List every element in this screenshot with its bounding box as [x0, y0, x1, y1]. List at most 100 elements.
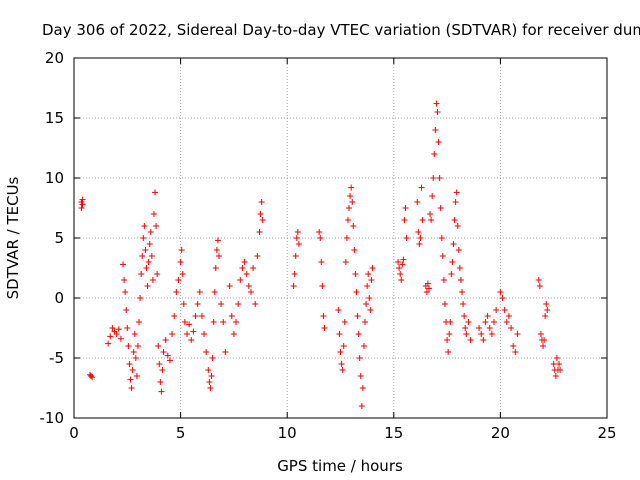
data-point: [346, 205, 353, 211]
data-point: [467, 337, 474, 343]
data-point: [79, 201, 86, 208]
data-point: [396, 265, 403, 271]
data-point: [154, 271, 161, 277]
data-point: [169, 331, 176, 337]
data-point: [181, 319, 188, 325]
y-tick-label: 10: [45, 169, 64, 187]
data-point: [540, 343, 547, 349]
data-point: [537, 331, 544, 337]
data-point: [293, 235, 300, 241]
data-point: [395, 259, 402, 265]
y-tick-label: -10: [40, 409, 65, 427]
data-point: [366, 295, 373, 301]
data-point: [501, 307, 508, 313]
data-point: [211, 289, 218, 295]
data-point: [367, 307, 374, 313]
data-point: [228, 313, 235, 319]
data-point: [451, 217, 458, 223]
data-point: [354, 313, 361, 319]
data-point: [180, 301, 187, 307]
x-tick-label: 10: [278, 424, 297, 442]
data-point: [543, 301, 550, 307]
data-point: [541, 337, 548, 343]
data-point: [482, 319, 489, 325]
data-point: [257, 211, 264, 217]
data-point: [146, 241, 153, 247]
data-point: [349, 199, 356, 205]
data-point: [158, 388, 165, 395]
data-point: [239, 265, 246, 271]
data-point: [209, 355, 216, 361]
data-markers: [78, 100, 564, 409]
data-point: [201, 331, 208, 337]
data-point: [465, 319, 472, 325]
data-point: [350, 223, 357, 229]
data-point: [428, 217, 435, 223]
data-point: [137, 295, 144, 301]
x-tick-label: 20: [491, 424, 510, 442]
data-point: [150, 211, 157, 217]
data-point: [133, 373, 140, 379]
data-point: [403, 235, 410, 241]
data-point: [188, 337, 195, 343]
data-point: [208, 373, 215, 379]
data-point: [358, 403, 365, 409]
y-tick-label: 15: [45, 109, 64, 127]
data-point: [431, 151, 438, 157]
data-point: [178, 247, 185, 253]
data-point: [493, 307, 500, 313]
data-point: [491, 319, 498, 325]
data-point: [319, 283, 326, 289]
data-point: [140, 235, 147, 241]
x-tick-label: 0: [69, 424, 79, 442]
data-point: [233, 319, 240, 325]
data-point: [89, 374, 96, 381]
data-point: [127, 376, 134, 383]
data-point: [258, 199, 265, 205]
data-point: [142, 247, 149, 253]
data-point: [145, 259, 152, 265]
data-point: [461, 313, 468, 319]
data-point: [218, 301, 225, 307]
data-point: [437, 205, 444, 211]
data-point: [453, 189, 460, 196]
data-point: [419, 217, 426, 223]
data-point: [365, 271, 372, 277]
data-point: [397, 271, 404, 277]
data-point: [535, 277, 542, 283]
data-point: [179, 271, 186, 277]
data-point: [215, 253, 222, 259]
data-point: [447, 319, 454, 325]
data-point: [160, 349, 167, 355]
data-point: [155, 343, 162, 349]
x-tick-label: 15: [384, 424, 403, 442]
y-tick-label: 20: [45, 49, 64, 67]
axis-ticks: [73, 57, 608, 419]
data-point: [250, 265, 257, 271]
data-point: [177, 259, 184, 265]
data-point: [166, 357, 173, 364]
data-point: [418, 184, 425, 191]
data-point: [291, 271, 298, 277]
x-axis-label: GPS time / hours: [277, 457, 403, 475]
data-point: [512, 349, 519, 355]
data-point: [295, 241, 302, 247]
data-point: [544, 307, 551, 313]
data-point: [237, 277, 244, 283]
data-point: [401, 217, 408, 223]
data-point: [486, 325, 493, 331]
data-point: [510, 343, 517, 349]
data-point: [247, 289, 254, 295]
data-point: [557, 367, 564, 373]
data-point: [338, 361, 345, 367]
data-point: [115, 326, 122, 333]
data-point: [203, 349, 210, 355]
data-point: [254, 253, 261, 259]
data-point: [497, 289, 504, 295]
data-point: [132, 355, 139, 361]
data-point: [186, 321, 193, 328]
data-point: [444, 337, 451, 343]
data-point: [245, 283, 252, 289]
data-point: [207, 385, 214, 391]
